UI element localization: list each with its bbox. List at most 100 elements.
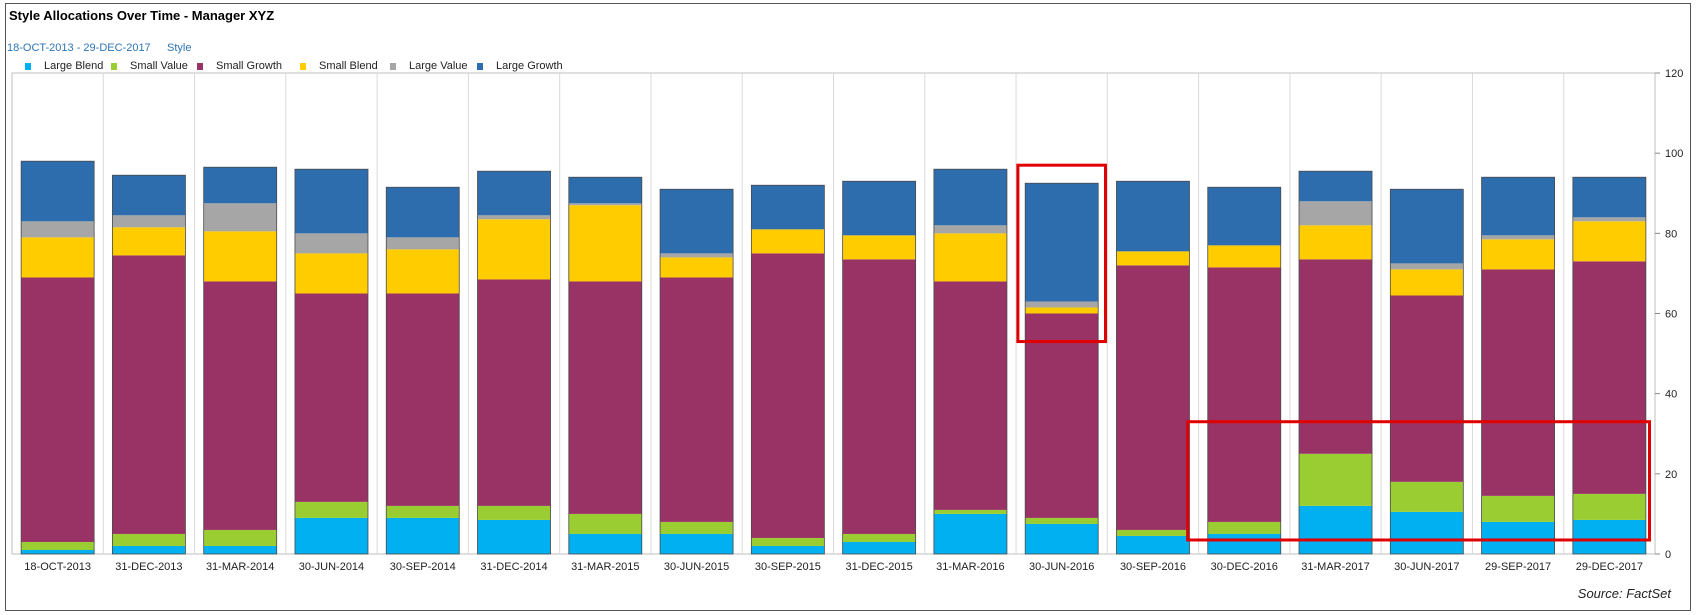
bar-segment	[477, 219, 551, 280]
bar-segment	[477, 519, 551, 554]
legend-label: Large Growth	[496, 60, 563, 72]
bar-segment	[386, 187, 460, 238]
bar-segment	[842, 259, 916, 534]
bar-segment	[1207, 267, 1281, 522]
bar-segment	[1207, 245, 1281, 268]
bar-segment	[203, 529, 277, 546]
bar-outline	[1481, 176, 1555, 555]
legend-label: Small Value	[130, 60, 188, 72]
bar-outline	[659, 188, 734, 555]
bar-segment	[1390, 481, 1464, 512]
x-tick-label: 30-SEP-2014	[390, 561, 456, 573]
highlight-box-jun-2016	[1016, 163, 1108, 344]
bar-outline	[477, 170, 551, 555]
bar-segment	[386, 505, 460, 518]
legend-item: Large Growth	[477, 60, 563, 72]
bar-segment	[477, 171, 551, 216]
bar-segment	[842, 181, 916, 236]
x-tick-label: 30-SEP-2015	[755, 561, 821, 573]
bar-segment	[21, 221, 95, 238]
legend-label: Large Value	[409, 60, 468, 72]
y-tick-label: 100	[1665, 148, 1683, 160]
bar-segment	[112, 175, 186, 216]
bar-segment	[294, 517, 368, 554]
bar-segment	[660, 257, 734, 278]
y-tick-label: 0	[1665, 549, 1671, 561]
bar-segment	[203, 231, 277, 282]
x-tick-label: 30-JUN-2015	[664, 561, 729, 573]
bar-segment	[1481, 521, 1555, 554]
bar-segment	[1299, 505, 1373, 554]
bar-segment	[294, 253, 368, 294]
x-tick-label: 31-DEC-2015	[846, 561, 913, 573]
style-label: Style	[167, 42, 192, 54]
bar-segment	[842, 533, 916, 542]
bar-segment	[1025, 301, 1099, 308]
bar-outline	[1572, 176, 1647, 555]
bar-segment	[1299, 225, 1373, 260]
bar-segment	[660, 189, 734, 254]
y-tick-label: 40	[1665, 389, 1677, 401]
bar-segment	[1207, 187, 1281, 246]
x-tick-label: 30-SEP-2016	[1120, 561, 1186, 573]
bar-segment	[1572, 217, 1646, 222]
bar-segment	[1390, 295, 1464, 482]
legend-item: Small Value	[111, 60, 188, 72]
legend-swatch	[300, 63, 306, 70]
bar-segment	[1116, 181, 1190, 252]
bar-outline	[842, 180, 917, 555]
bar-segment	[112, 255, 186, 534]
bar-segment	[1025, 517, 1099, 524]
y-tick-label: 60	[1665, 309, 1677, 321]
bar-segment	[751, 253, 825, 538]
bar-outline	[112, 174, 186, 555]
bar-segment	[751, 537, 825, 546]
bar-segment	[1116, 265, 1190, 530]
bar-segment	[933, 169, 1007, 226]
bar-segment	[294, 169, 368, 234]
bar-segment	[751, 185, 825, 230]
bar-segment	[933, 513, 1007, 554]
bar-segment	[1116, 529, 1190, 536]
legend-label: Small Growth	[216, 60, 283, 72]
x-tick-label: 31-MAR-2014	[206, 561, 274, 573]
bar-segment	[568, 281, 642, 514]
legend-swatch	[197, 63, 203, 70]
bar-segment	[386, 237, 460, 250]
bar-segment	[660, 253, 734, 258]
bar-segment	[294, 293, 368, 502]
legend-swatch	[111, 63, 117, 70]
legend-item: Small Growth	[197, 60, 282, 72]
bar-segment	[386, 517, 460, 554]
bar-segment	[1572, 519, 1646, 554]
y-tick-label: 80	[1665, 228, 1677, 240]
bar-segment	[1116, 251, 1190, 266]
bar-segment	[1390, 189, 1464, 264]
bar-segment	[1481, 235, 1555, 240]
bar-segment	[294, 501, 368, 518]
bar-segment	[568, 205, 642, 282]
bar-outline	[568, 176, 643, 555]
x-tick-label: 30-JUN-2016	[1029, 561, 1094, 573]
y-tick-label: 20	[1665, 469, 1677, 481]
bar-segment	[568, 177, 642, 204]
bar-segment	[1299, 171, 1373, 202]
bar-segment	[112, 545, 186, 554]
bar-outline	[385, 186, 460, 555]
legend-label: Large Blend	[44, 60, 104, 72]
bar-segment	[1572, 221, 1646, 262]
x-tick-label: 29-DEC-2017	[1576, 561, 1643, 573]
bar-segment	[1390, 263, 1464, 270]
bar-segment	[1299, 201, 1373, 226]
bar-segment	[568, 533, 642, 554]
bar-outline	[1116, 180, 1190, 555]
bar-segment	[568, 203, 642, 206]
bar-segment	[112, 533, 186, 546]
bar-segment	[386, 249, 460, 294]
bar-segment	[21, 549, 95, 554]
legend-label: Small Blend	[319, 60, 378, 72]
bar-outline	[1389, 188, 1464, 555]
highlight-box-2017	[1186, 420, 1652, 542]
bar-segment	[933, 233, 1007, 282]
